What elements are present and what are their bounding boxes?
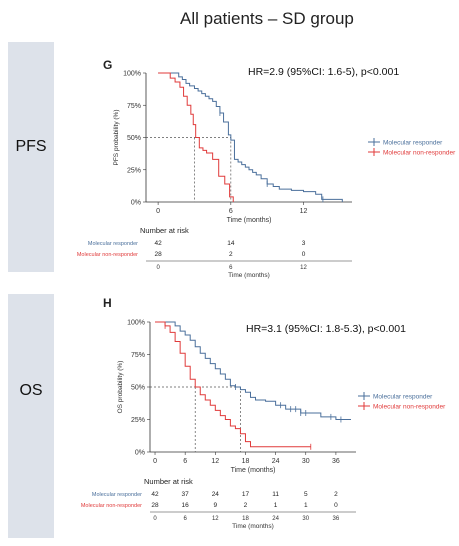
os-x-tick-label: 18 [242,458,250,465]
os-legend-label: Molecular responder [373,394,433,401]
pfs-risk-value: 28 [155,251,163,258]
os-y-tick-label: 100% [127,320,145,327]
os-x-axis-label: Time (months) [231,467,276,474]
pfs-risk-value: 3 [302,240,306,247]
os-series-nonresponder-line [155,321,311,448]
pfs-y-tick-label: 25% [127,167,141,174]
os-risk-value: 2 [334,491,338,498]
pfs-legend-label: Molecular responder [383,140,443,147]
os-side-label: OS [19,382,43,399]
pfs-km-chart: 0% 25% 50% 75% 100% 0 6 12 Time (months) PFS prob… [77,71,456,280]
pfs-sidebar: PFS [8,42,54,272]
pfs-risk-tick-label: 12 [300,265,307,271]
os-risk-value: 9 [214,502,218,509]
os-risk-axis-label: Time (months) [232,523,274,530]
os-x-tick-label: 30 [302,458,310,465]
os-x-tick-label: 0 [153,458,157,465]
os-risk-value: 5 [304,491,308,498]
os-hr-text: HR=3.1 (95%CI: 1.8-5.3), p<0.001 [246,323,406,335]
pfs-risk-tick-label: 6 [229,265,233,271]
pfs-side-label: PFS [15,138,47,155]
pfs-x-tick-label: 6 [229,208,233,215]
os-legend-label: Molecular non-responder [373,404,446,411]
pfs-risk-value: 14 [227,240,235,247]
os-risk-value: 42 [151,491,159,498]
os-x-tick-label: 12 [211,458,219,465]
os-sidebar: OS [8,294,54,538]
pfs-risk-axis-label: Time (months) [228,272,270,279]
os-y-tick-label: 0% [135,450,145,457]
os-risk-value: 24 [212,491,220,498]
pfs-risk-row-label: Molecular responder [88,241,138,247]
pfs-y-tick-label: 75% [127,103,141,110]
pfs-x-tick-label: 12 [300,208,308,215]
pfs-risk-title: Number at risk [140,226,189,235]
os-risk-tick-label: 6 [183,516,187,522]
os-risk-tick-label: 12 [212,516,219,522]
os-risk-value: 1 [304,502,308,509]
os-risk-value: 37 [182,491,190,498]
pfs-y-tick-label: 50% [127,135,141,142]
os-risk-value: 0 [334,502,338,509]
os-risk-tick-label: 30 [302,516,309,522]
os-risk-value: 28 [151,502,159,509]
os-risk-tick-label: 24 [272,516,279,522]
os-risk-title: Number at risk [144,477,193,486]
pfs-legend-label: Molecular non-responder [383,150,456,157]
pfs-y-axis-label: PFS probability (%) [113,110,120,166]
os-risk-value: 17 [242,491,250,498]
os-risk-tick-label: 36 [333,516,340,522]
figure-title: All patients – SD group [180,9,354,28]
panel-h-letter: H [103,296,112,310]
os-risk-value: 16 [182,502,190,509]
os-risk-value: 11 [272,491,279,498]
os-series-responder-line [155,321,351,420]
pfs-hr-text: HR=2.9 (95%CI: 1.6-5), p<0.001 [248,66,400,78]
pfs-risk-value: 2 [229,251,233,258]
pfs-series-nonresponder-line [158,72,234,202]
os-risk-row-label: Molecular responder [92,492,142,498]
pfs-x-axis-label: Time (months) [227,217,272,224]
pfs-x-tick-label: 0 [156,208,160,215]
os-y-axis-label: OS probability (%) [117,361,124,414]
os-y-tick-label: 25% [131,417,145,424]
os-x-tick-label: 6 [183,458,187,465]
pfs-risk-value: 42 [155,240,163,247]
os-risk-tick-label: 0 [153,516,157,522]
os-risk-value: 1 [274,502,278,509]
os-y-tick-label: 75% [131,352,145,359]
pfs-y-tick-label: 0% [131,200,141,207]
pfs-risk-row-label: Molecular non-responder [77,252,138,258]
os-risk-tick-label: 18 [242,516,249,522]
pfs-y-tick-label: 100% [123,71,141,78]
os-risk-value: 2 [244,502,248,509]
panel-g-letter: G [103,58,113,72]
os-y-tick-label: 50% [131,385,145,392]
pfs-risk-value: 0 [302,251,306,258]
os-x-tick-label: 24 [272,458,280,465]
pfs-risk-tick-label: 0 [156,265,160,271]
os-risk-row-label: Molecular non-responder [81,503,142,509]
pfs-series-responder-line [158,72,343,202]
os-x-tick-label: 36 [332,458,340,465]
